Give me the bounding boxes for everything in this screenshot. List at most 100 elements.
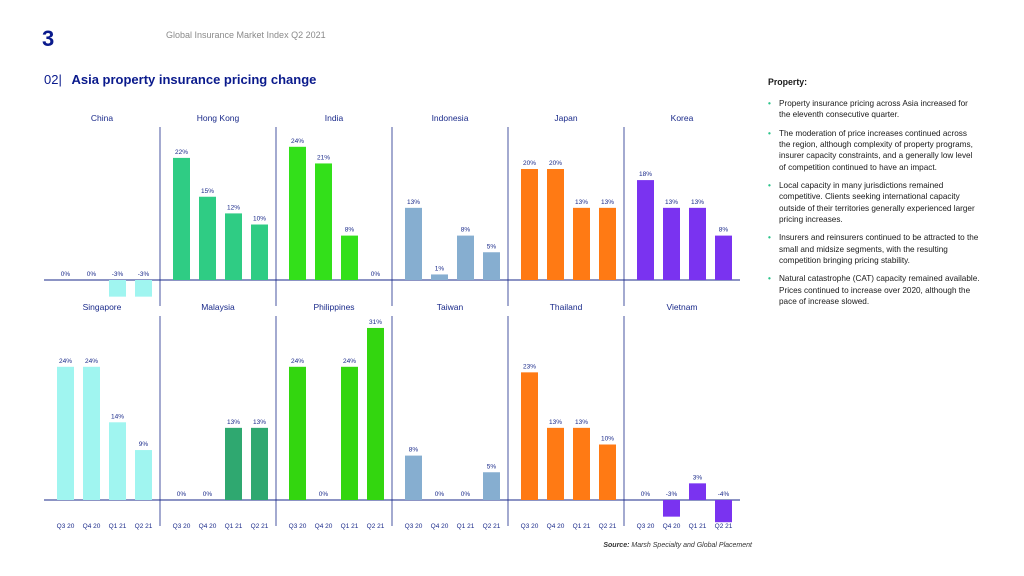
bar-vietnam-q2-21	[715, 500, 732, 523]
data-label-japan-q1-21: 13%	[575, 199, 588, 206]
tick-label-singapore-q2-21: Q2 21	[135, 523, 153, 530]
bar-singapore-q3-20	[57, 366, 74, 500]
bar-malaysia-q2-21	[251, 427, 268, 500]
bar-korea-q1-21	[689, 207, 706, 280]
tick-label-philippines-q4-20: Q4 20	[315, 523, 333, 530]
commentary-item: • Local capacity in many jurisdictions re…	[768, 180, 980, 225]
panel-title-china: China	[91, 113, 113, 123]
bar-hong-kong-q2-21	[251, 224, 268, 280]
panel-title-philippines: Philippines	[313, 302, 354, 312]
tick-label-vietnam-q2-21: Q2 21	[715, 523, 733, 530]
data-label-hong-kong-q4-20: 15%	[201, 188, 214, 195]
bar-thailand-q2-21	[599, 444, 616, 500]
bar-japan-q4-20	[547, 169, 564, 280]
tick-label-thailand-q2-21: Q2 21	[599, 523, 617, 530]
data-label-japan-q3-20: 20%	[523, 160, 536, 167]
chart-heading-title: Asia property insurance pricing change	[71, 72, 317, 87]
bar-japan-q2-21	[599, 207, 616, 280]
bar-india-q4-20	[315, 163, 332, 280]
bar-thailand-q3-20	[521, 372, 538, 500]
bar-philippines-q3-20	[289, 366, 306, 500]
commentary-text: Natural catastrophe (CAT) capacity remai…	[779, 274, 980, 306]
commentary-item: • Natural catastrophe (CAT) capacity rema…	[768, 273, 980, 307]
property-commentary: Property: • Property insurance pricing ac…	[768, 76, 980, 314]
panel-title-indonesia: Indonesia	[432, 113, 469, 123]
bullet-icon: •	[768, 128, 771, 138]
tick-label-vietnam-q3-20: Q3 20	[637, 523, 655, 530]
chart-heading: 02| Asia property insurance pricing chan…	[44, 72, 316, 87]
tick-label-malaysia-q4-20: Q4 20	[199, 523, 217, 530]
source-label: Source:	[603, 542, 630, 549]
tick-label-taiwan-q1-21: Q1 21	[457, 523, 475, 530]
tick-label-malaysia-q3-20: Q3 20	[173, 523, 191, 530]
bar-china-q2-21	[135, 280, 152, 297]
panel-title-taiwan: Taiwan	[437, 302, 464, 312]
data-label-thailand-q1-21: 13%	[575, 419, 588, 426]
data-label-vietnam-q1-21: 3%	[693, 474, 703, 481]
bar-japan-q1-21	[573, 207, 590, 280]
data-label-malaysia-q3-20: 0%	[177, 491, 187, 498]
data-label-taiwan-q3-20: 8%	[409, 447, 419, 454]
bullet-icon: •	[768, 181, 771, 190]
tick-label-thailand-q4-20: Q4 20	[547, 523, 565, 530]
bullet-icon: •	[768, 99, 771, 109]
panel-title-korea: Korea	[671, 113, 694, 123]
tick-label-singapore-q3-20: Q3 20	[57, 523, 75, 530]
data-label-india-q1-21: 8%	[345, 227, 355, 234]
data-label-china-q1-21: -3%	[112, 271, 124, 278]
bar-india-q1-21	[341, 235, 358, 280]
data-label-taiwan-q4-20: 0%	[435, 491, 445, 498]
commentary-text: Property insurance pricing across Asia i…	[779, 99, 968, 120]
commentary-text: Local capacity in many jurisdictions rem…	[779, 181, 975, 224]
bar-singapore-q4-20	[83, 366, 100, 500]
data-label-korea-q3-20: 18%	[639, 171, 652, 178]
data-label-korea-q4-20: 13%	[665, 199, 678, 206]
data-label-korea-q1-21: 13%	[691, 199, 704, 206]
bar-india-q3-20	[289, 146, 306, 280]
data-label-philippines-q3-20: 24%	[291, 358, 304, 365]
bar-korea-q3-20	[637, 180, 654, 280]
bar-hong-kong-q4-20	[199, 196, 216, 280]
bar-indonesia-q4-20	[431, 274, 448, 280]
bar-singapore-q1-21	[109, 422, 126, 500]
panel-title-vietnam: Vietnam	[666, 302, 697, 312]
data-label-malaysia-q2-21: 13%	[253, 419, 266, 426]
bar-indonesia-q1-21	[457, 235, 474, 280]
page-number: 3	[42, 26, 55, 51]
document-title: Global Insurance Market Index Q2 2021	[166, 30, 326, 40]
bar-singapore-q2-21	[135, 450, 152, 500]
tick-label-philippines-q2-21: Q2 21	[367, 523, 385, 530]
data-label-taiwan-q1-21: 0%	[461, 491, 471, 498]
data-label-thailand-q3-20: 23%	[523, 363, 536, 370]
bar-vietnam-q4-20	[663, 500, 680, 517]
data-label-china-q3-20: 0%	[61, 271, 71, 278]
commentary-text: Insurers and reinsurers continued to be …	[779, 233, 979, 265]
data-label-hong-kong-q2-21: 10%	[253, 216, 266, 223]
bullet-icon: •	[768, 233, 771, 243]
source-text: Marsh Specialty and Global Placement	[631, 542, 752, 549]
data-label-vietnam-q3-20: 0%	[641, 491, 651, 498]
bar-philippines-q2-21	[367, 327, 384, 500]
data-label-malaysia-q4-20: 0%	[203, 491, 213, 498]
data-label-taiwan-q2-21: 5%	[487, 463, 497, 470]
tick-label-philippines-q1-21: Q1 21	[341, 523, 359, 530]
data-label-china-q4-20: 0%	[87, 271, 97, 278]
data-label-india-q3-20: 24%	[291, 138, 304, 145]
bar-indonesia-q2-21	[483, 252, 500, 280]
tick-label-malaysia-q2-21: Q2 21	[251, 523, 269, 530]
tick-label-thailand-q3-20: Q3 20	[521, 523, 539, 530]
tick-label-singapore-q4-20: Q4 20	[83, 523, 101, 530]
data-label-indonesia-q3-20: 13%	[407, 199, 420, 206]
bar-japan-q3-20	[521, 169, 538, 280]
panel-title-india: India	[325, 113, 344, 123]
data-label-japan-q4-20: 20%	[549, 160, 562, 167]
bar-hong-kong-q1-21	[225, 213, 242, 280]
data-label-thailand-q2-21: 10%	[601, 436, 614, 443]
commentary-item: • Property insurance pricing across Asia …	[768, 98, 980, 121]
data-label-indonesia-q4-20: 1%	[435, 265, 445, 272]
panel-title-singapore: Singapore	[83, 302, 122, 312]
bar-indonesia-q3-20	[405, 207, 422, 280]
tick-label-taiwan-q4-20: Q4 20	[431, 523, 449, 530]
data-label-japan-q2-21: 13%	[601, 199, 614, 206]
data-label-india-q2-21: 0%	[371, 271, 381, 278]
